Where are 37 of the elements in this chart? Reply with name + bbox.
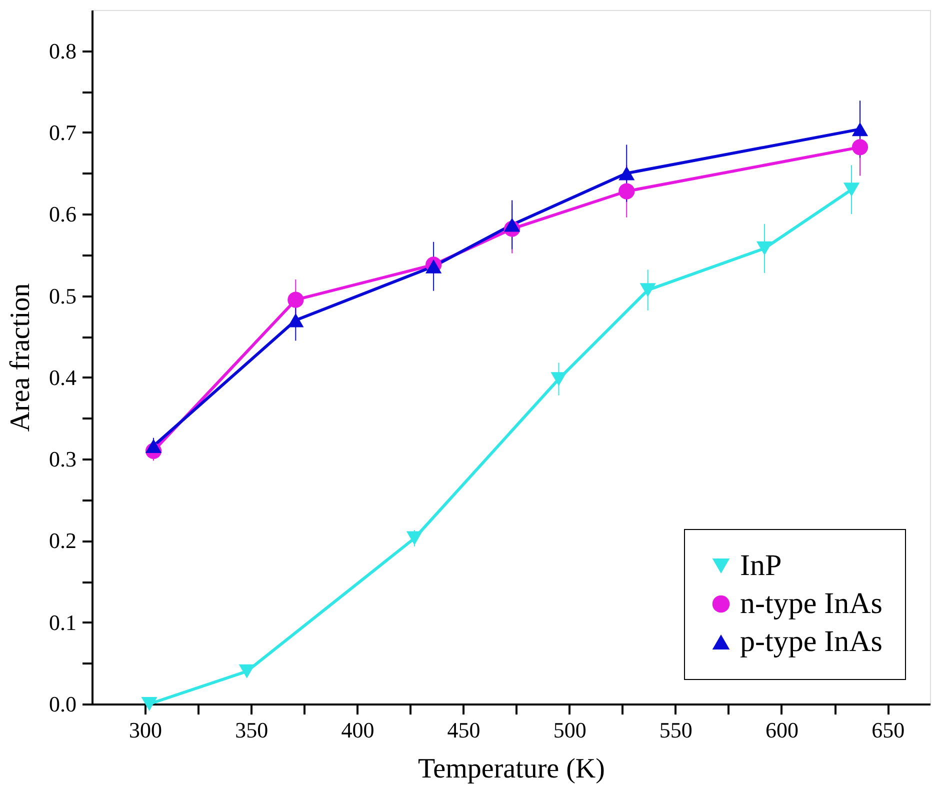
point (756, 241, 773, 256)
x-tick-label: 350 (235, 718, 268, 742)
point (618, 166, 635, 180)
point (238, 664, 255, 678)
y-tick-label: 0.8 (49, 38, 76, 64)
x-tick-label: 500 (553, 718, 586, 742)
point (852, 122, 868, 136)
legend-label: InP (740, 549, 782, 582)
point (145, 439, 162, 453)
point (843, 182, 860, 197)
y-tick-label: 0.0 (49, 692, 76, 716)
y-tick-label: 0.6 (49, 202, 76, 227)
x-tick-label: 650 (872, 718, 905, 742)
x-tick-label: 400 (341, 718, 374, 742)
point (852, 139, 868, 156)
point (640, 283, 656, 298)
y-tick-label: 0.7 (49, 120, 76, 145)
x-tick-label: 300 (129, 718, 162, 742)
point (406, 531, 423, 546)
point (288, 292, 304, 308)
y-tick-label: 0.4 (49, 364, 76, 390)
legend-label: p-type InAs (740, 625, 882, 658)
point (141, 697, 158, 711)
point (618, 183, 635, 200)
y-tick-label: 0.1 (49, 610, 76, 635)
x-tick-label: 450 (447, 718, 480, 742)
y-tick-label: 0.3 (49, 446, 76, 472)
y-axis-title: Area fraction (5, 283, 36, 432)
y-tick-label: 0.5 (49, 283, 76, 308)
point (550, 372, 567, 386)
x-tick-label: 600 (765, 718, 798, 742)
point (504, 218, 520, 232)
y-tick-label: 0.2 (49, 528, 76, 554)
x-tick-label: 550 (659, 718, 692, 742)
legend-label: n-type InAs (740, 587, 882, 620)
x-axis-title: Temperature (K) (418, 754, 605, 784)
point (288, 313, 304, 328)
